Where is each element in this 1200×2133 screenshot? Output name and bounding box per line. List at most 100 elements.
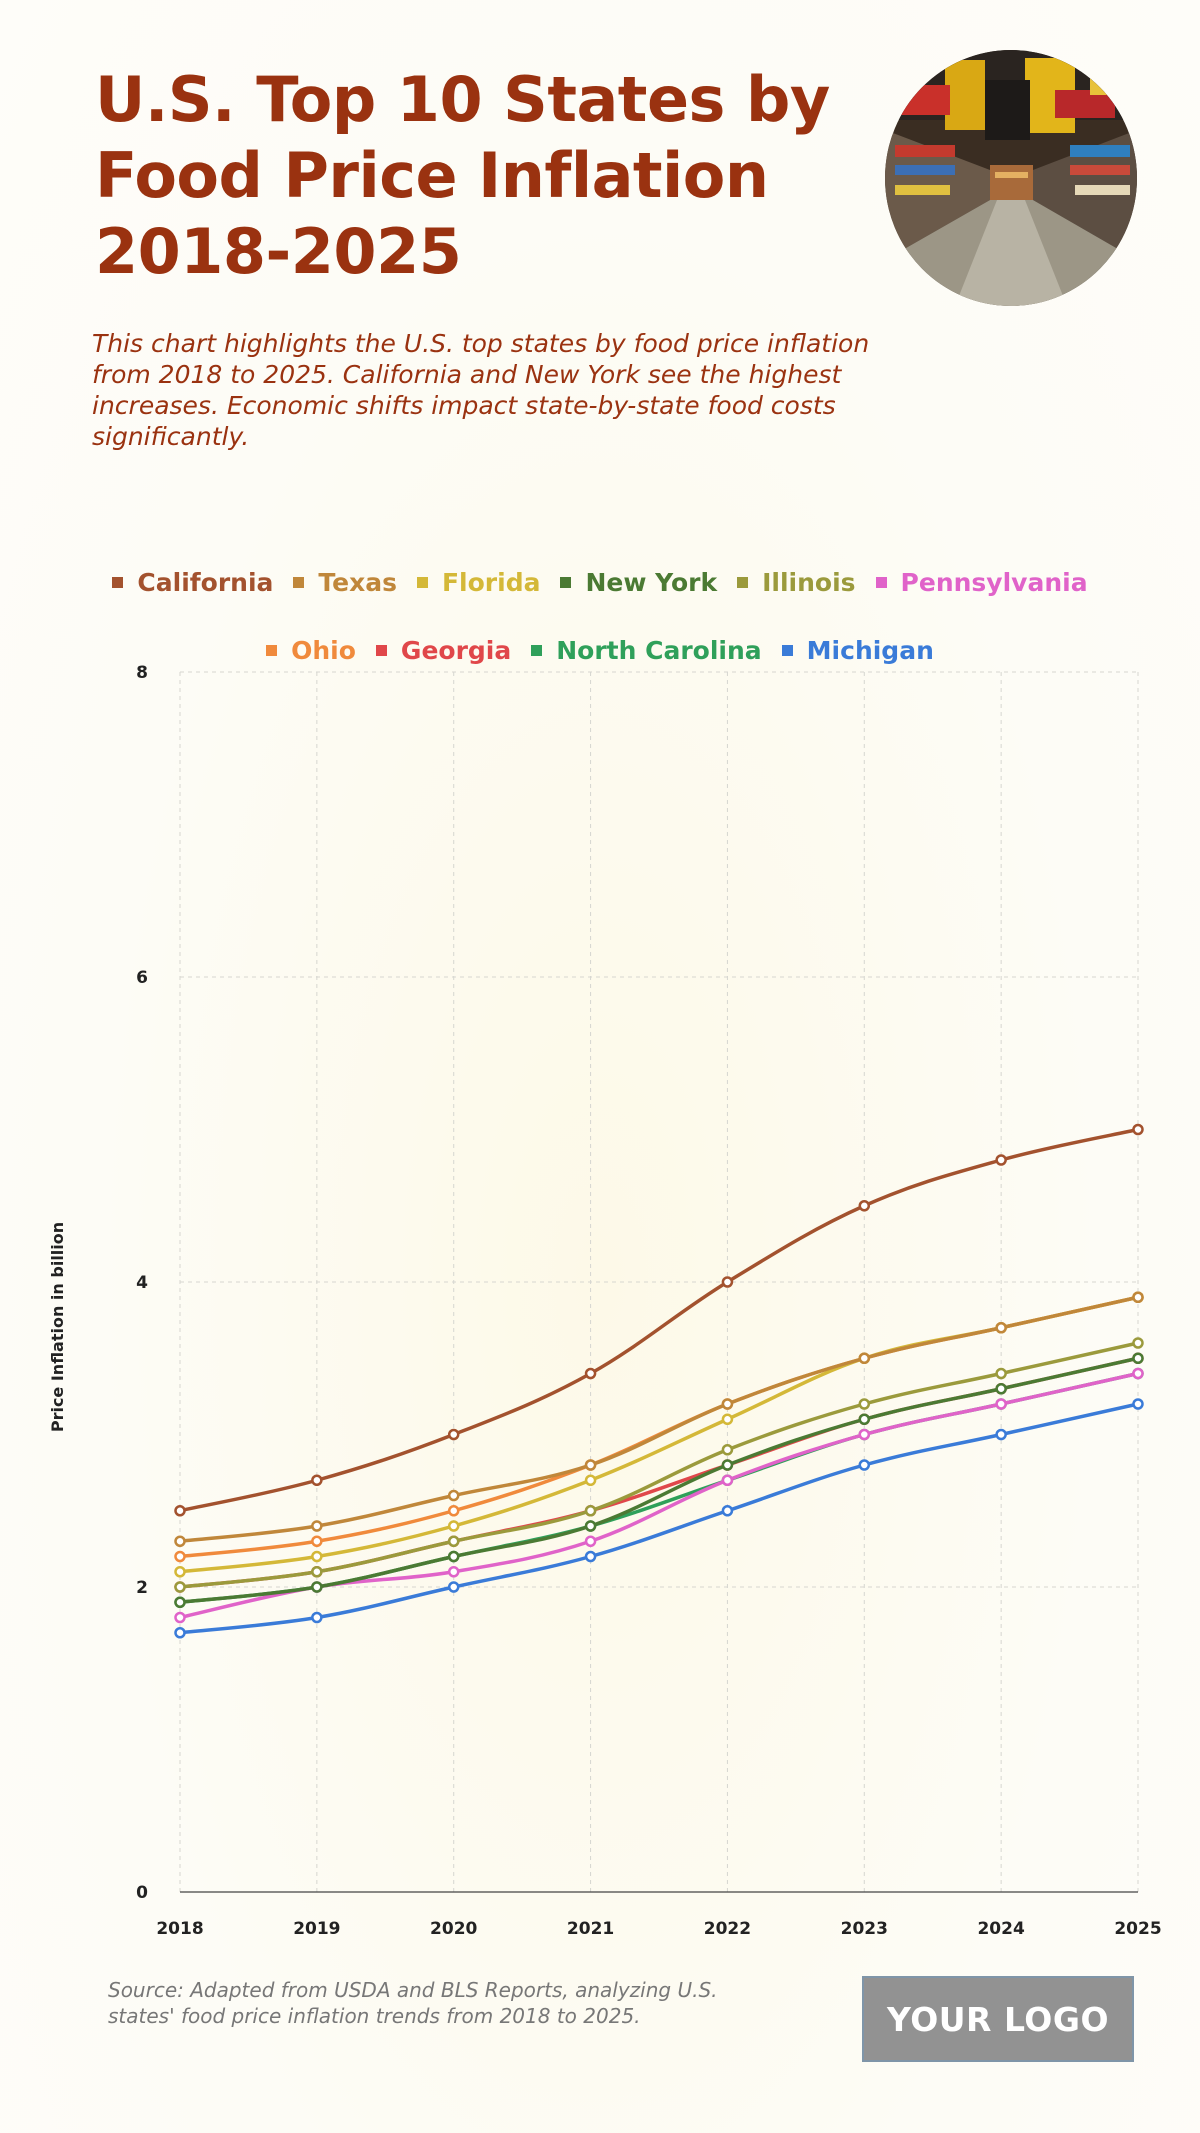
legend-swatch	[416, 576, 428, 588]
legend-item-pennsylvania: Pennsylvania	[875, 567, 1088, 597]
data-point-pennsylvania	[1132, 1367, 1144, 1380]
supermarket-aisle-photo	[885, 50, 1137, 306]
data-point-pennsylvania	[995, 1398, 1007, 1410]
legend-swatch	[375, 644, 387, 656]
data-point-pennsylvania	[447, 1566, 460, 1578]
data-point-california	[174, 1505, 186, 1517]
data-point-florida	[584, 1474, 597, 1486]
data-point-texas	[311, 1520, 323, 1532]
x-tick-label: 2018	[156, 1919, 203, 1939]
legend-item-north-carolina: North Carolina	[531, 635, 762, 665]
x-tick-label: 2024	[977, 1919, 1024, 1939]
page-title: U.S. Top 10 States by Food Price Inflati…	[95, 63, 830, 288]
data-point-florida	[721, 1413, 734, 1425]
series-line-illinois	[178, 1341, 1140, 1589]
y-tick-label: 8	[136, 663, 148, 683]
data-point-texas	[584, 1459, 597, 1471]
y-axis-label: Price Inflation in billion	[48, 1222, 67, 1432]
legend-swatch	[293, 576, 305, 588]
data-point-texas	[447, 1489, 460, 1502]
legend-label: Georgia	[400, 635, 512, 665]
data-point-texas	[1132, 1291, 1144, 1303]
legend-label: North Carolina	[556, 635, 762, 665]
data-point-illinois	[311, 1566, 323, 1578]
data-point-illinois	[174, 1581, 186, 1593]
data-point-ohio	[311, 1535, 323, 1547]
legend-swatch	[560, 576, 572, 588]
data-point-new-york	[311, 1581, 323, 1593]
x-tick-label: 2020	[430, 1919, 477, 1939]
legend-row: California Texas Florida New York Illinois Pe…	[100, 548, 1100, 616]
data-point-california	[584, 1367, 597, 1380]
series-line-new-york	[178, 1356, 1140, 1604]
y-tick-label: 4	[136, 1273, 148, 1293]
page-subtitle: This chart highlights the U.S. top state…	[92, 329, 870, 451]
legend-label: Michigan	[806, 635, 934, 665]
data-point-texas	[858, 1352, 871, 1364]
line-chart: 0 2 4 6 8 2018 2019 2020 2021 2022 2023 2024 2025 Pri…	[48, 663, 1162, 1939]
data-point-michigan	[721, 1505, 734, 1517]
data-point-ohio	[447, 1505, 460, 1517]
data-point-california	[1132, 1123, 1144, 1136]
data-point-michigan	[858, 1459, 871, 1471]
legend-item-new-york: New York	[560, 568, 717, 597]
series-line-georgia	[178, 1356, 1140, 1589]
legend-swatch	[875, 576, 887, 588]
legend-swatch	[112, 576, 124, 588]
data-point-michigan	[1132, 1398, 1144, 1410]
series-line-texas	[178, 1295, 1140, 1543]
data-point-new-york	[995, 1383, 1007, 1395]
data-point-california	[447, 1428, 460, 1441]
data-point-michigan	[174, 1627, 186, 1639]
legend-label: California	[137, 567, 274, 597]
series-line-ohio	[178, 1295, 1140, 1559]
y-tick-label: 0	[136, 1883, 148, 1903]
legend-item-georgia: Georgia	[375, 635, 512, 665]
legend-item-illinois: Illinois	[737, 567, 856, 597]
y-tick-label: 2	[136, 1578, 148, 1598]
legend-swatch	[737, 576, 749, 588]
legend-label: Florida	[441, 567, 541, 597]
data-point-texas	[995, 1322, 1007, 1334]
legend-swatch	[266, 644, 278, 656]
data-point-california	[311, 1474, 323, 1486]
source-note: Source: Adapted from USDA and BLS Report…	[108, 1978, 718, 2028]
data-point-illinois	[721, 1444, 734, 1456]
data-point-illinois	[858, 1398, 871, 1410]
data-point-pennsylvania	[584, 1535, 597, 1547]
data-point-illinois	[995, 1367, 1007, 1380]
data-point-california	[995, 1154, 1007, 1166]
data-point-new-york	[584, 1520, 597, 1532]
legend-swatch	[531, 644, 543, 656]
x-tick-label: 2022	[704, 1919, 751, 1939]
legend-label: Ohio	[291, 635, 356, 665]
data-point-new-york	[447, 1550, 460, 1563]
legend-item-california: California	[112, 568, 273, 597]
legend-item-florida: Florida	[416, 567, 541, 597]
legend-label: Pennsylvania	[900, 567, 1088, 597]
data-point-pennsylvania	[721, 1474, 734, 1486]
data-point-california	[721, 1276, 734, 1288]
legend-row: Ohio Georgia North Carolina Michigan	[100, 616, 1100, 684]
data-point-florida	[174, 1566, 186, 1578]
data-point-florida	[311, 1550, 323, 1563]
legend-label: Texas	[318, 567, 397, 597]
series-line-michigan	[178, 1402, 1140, 1635]
data-point-michigan	[447, 1581, 460, 1593]
legend-swatch	[781, 644, 793, 656]
legend-label: Illinois	[762, 567, 856, 597]
data-point-ohio	[174, 1550, 186, 1563]
data-point-new-york	[1132, 1352, 1144, 1364]
data-point-illinois	[447, 1535, 460, 1547]
data-point-california	[858, 1200, 871, 1212]
data-point-new-york	[721, 1459, 734, 1471]
legend-item-texas: Texas	[293, 568, 397, 597]
logo-placeholder: YOUR LOGO	[862, 1976, 1134, 2062]
x-tick-label: 2025	[1114, 1919, 1161, 1939]
data-point-texas	[721, 1398, 734, 1410]
legend-label: New York	[585, 567, 718, 597]
x-tick-label: 2023	[841, 1919, 888, 1939]
legend-item-ohio: Ohio	[266, 636, 356, 665]
legend-item-michigan: Michigan	[781, 635, 934, 665]
